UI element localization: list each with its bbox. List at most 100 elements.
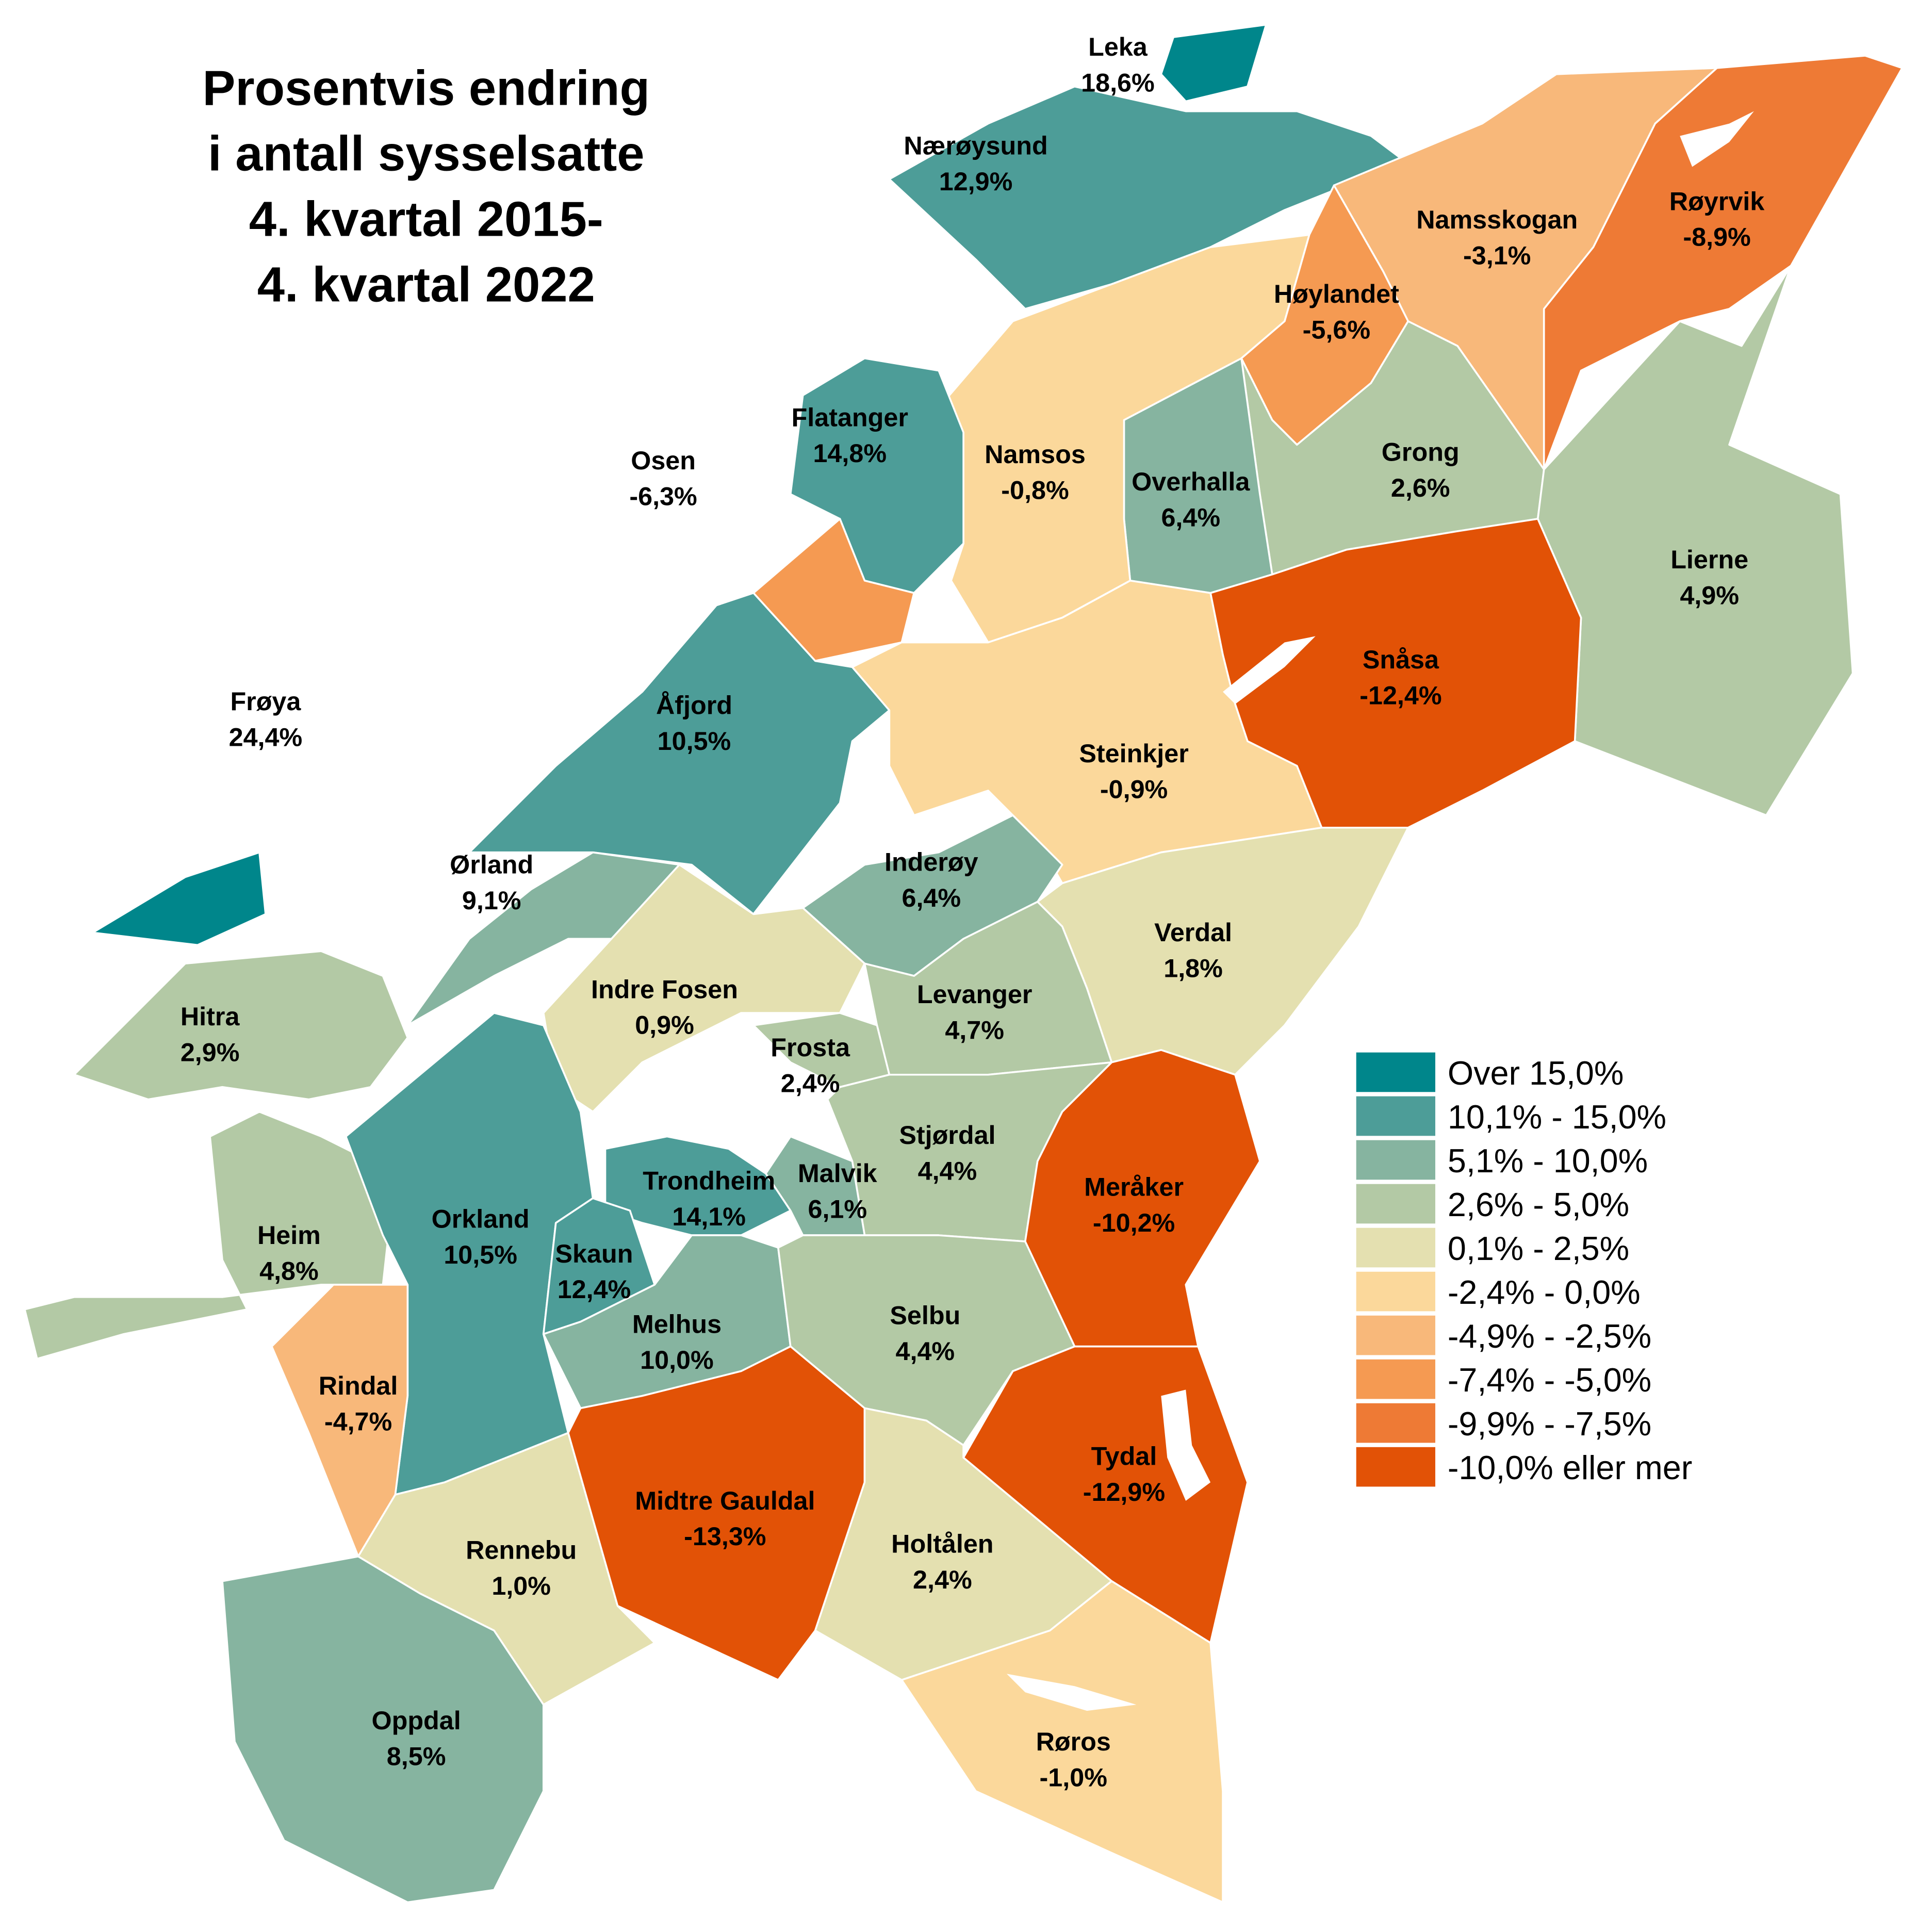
region-name: Røyrvik — [1669, 186, 1765, 216]
lakes — [1006, 111, 1754, 1711]
title-line: Prosentvis endring — [202, 61, 650, 116]
region-name: Nærøysund — [904, 131, 1047, 160]
region-value: -0,8% — [1001, 476, 1069, 505]
region-value: 4,7% — [945, 1015, 1004, 1044]
region-value: 4,4% — [918, 1156, 977, 1185]
region — [1024, 1049, 1261, 1348]
legend-swatch — [1356, 1403, 1435, 1443]
region-value: 18,6% — [1081, 68, 1155, 97]
region-name: Midtre Gauldal — [635, 1486, 815, 1515]
region-name: Flatanger — [792, 402, 908, 432]
region — [938, 234, 1310, 644]
region-name: Orkland — [432, 1204, 530, 1234]
region-name: Skaun — [555, 1239, 633, 1268]
region-value: 6,1% — [808, 1194, 867, 1224]
legend-label: -2,4% - 0,0% — [1448, 1273, 1641, 1311]
region-name: Namsskogan — [1416, 205, 1578, 234]
region-value: -13,3% — [684, 1521, 766, 1551]
legend-swatch — [1356, 1096, 1435, 1136]
lake — [1006, 1674, 1137, 1711]
region-value: 2,4% — [913, 1565, 972, 1594]
region-value: 6,4% — [902, 883, 961, 912]
legend-swatch — [1356, 1271, 1435, 1312]
legend-label: 10,1% - 15,0% — [1448, 1098, 1666, 1136]
region-value: 2,4% — [781, 1068, 840, 1098]
title-line: 4. kvartal 2015- — [249, 192, 603, 247]
legend-label: -4,9% - -2,5% — [1448, 1317, 1651, 1355]
legend-label: 5,1% - 10,0% — [1448, 1142, 1648, 1180]
legend-swatch — [1356, 1184, 1435, 1224]
region-name: Lierne — [1670, 545, 1748, 574]
region-value: 12,9% — [939, 167, 1013, 196]
legend-label: 0,1% - 2,5% — [1448, 1230, 1629, 1267]
region-value: 6,4% — [1161, 502, 1220, 532]
region-name: Meråker — [1084, 1172, 1184, 1201]
region-value: -5,6% — [1303, 315, 1370, 344]
region-value: 8,5% — [387, 1742, 446, 1771]
region-value: 12,4% — [558, 1274, 631, 1304]
legend-swatch — [1356, 1052, 1435, 1092]
region — [900, 1580, 1224, 1904]
legend-swatch — [1356, 1227, 1435, 1268]
legend-label: Over 15,0% — [1448, 1054, 1624, 1092]
region-value: 1,0% — [491, 1571, 551, 1600]
region — [73, 950, 409, 1101]
region-name: Trondheim — [643, 1166, 775, 1195]
region-name: Ørland — [450, 849, 533, 879]
region-value: -12,9% — [1083, 1477, 1165, 1507]
region — [24, 1110, 397, 1360]
title: Prosentvis endring i antall sysselsatte 4.… — [202, 61, 650, 313]
region — [851, 579, 1323, 885]
legend-label: -9,9% - -7,5% — [1448, 1405, 1651, 1443]
region-name: Hitra — [181, 1002, 240, 1031]
lake — [1680, 111, 1754, 167]
region-value: 1,8% — [1164, 954, 1223, 983]
title-line: i antall sysselsatte — [208, 126, 645, 182]
region-value: 4,9% — [1680, 580, 1739, 610]
region-value: -1,0% — [1040, 1762, 1107, 1792]
region-name: Overhalla — [1132, 467, 1250, 496]
legend-label: 2,6% - 5,0% — [1448, 1186, 1629, 1223]
legend-label: -10,0% eller mer — [1448, 1449, 1692, 1486]
region-name: Høylandet — [1274, 279, 1399, 308]
region-name: Malvik — [798, 1158, 878, 1188]
legend-swatch — [1356, 1140, 1435, 1180]
lake — [1223, 636, 1316, 705]
region-value: 2,9% — [181, 1037, 240, 1067]
region-name: Grong — [1382, 437, 1460, 466]
region-value: 2,6% — [1391, 473, 1450, 502]
title-line: 4. kvartal 2022 — [257, 257, 595, 313]
region-name: Selbu — [890, 1301, 960, 1330]
region-name: Åfjord — [656, 690, 732, 719]
region-name: Leka — [1088, 32, 1148, 61]
region-name: Namsos — [985, 439, 1086, 469]
region-name: Stjørdal — [899, 1120, 995, 1150]
region-value: 10,0% — [640, 1345, 714, 1374]
region-value: 10,5% — [658, 726, 731, 756]
legend-swatch — [1356, 1315, 1435, 1355]
region-value: 4,4% — [896, 1336, 955, 1366]
region-name: Rindal — [319, 1371, 398, 1400]
region-value: -0,9% — [1100, 774, 1168, 804]
region-name: Melhus — [632, 1309, 722, 1338]
region — [91, 851, 267, 946]
region-name: Heim — [257, 1220, 321, 1250]
legend-swatch — [1356, 1447, 1435, 1487]
region-name: Indre Fosen — [591, 974, 738, 1004]
region — [1543, 55, 1904, 471]
region-name: Røros — [1036, 1727, 1111, 1756]
region-value: 10,5% — [444, 1240, 517, 1269]
region-value: -8,9% — [1683, 222, 1750, 252]
region-value: 9,1% — [462, 886, 521, 915]
region-value: -6,3% — [629, 482, 697, 511]
region-name: Rennebu — [466, 1535, 577, 1565]
region-value: 14,1% — [672, 1202, 746, 1231]
region-value: -12,4% — [1359, 680, 1441, 710]
regions — [24, 24, 1904, 1904]
region-name: Frosta — [771, 1033, 850, 1062]
region-name: Holtålen — [891, 1529, 993, 1559]
region-name: Snåsa — [1363, 645, 1439, 674]
region — [789, 357, 964, 594]
